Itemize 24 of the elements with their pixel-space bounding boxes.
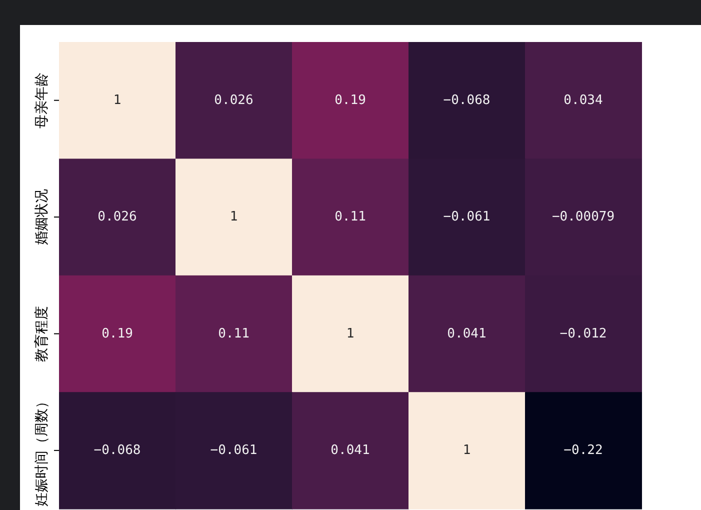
y-tick-label: 教育程度 [33,306,50,362]
data-label: −0.00079 [552,210,615,225]
data-label: 0.026 [214,92,254,108]
y-tick-label: 母亲年龄 [34,72,50,128]
data-label: 0.19 [334,92,366,108]
data-label: 0.11 [218,326,250,342]
data-label: −0.068 [94,442,141,458]
data-label: 0.19 [102,326,133,342]
y-tick-label: 妊娠时间（周数） [34,394,50,506]
data-label: −0.22 [564,442,603,458]
y-tick-label: 婚姻状况 [34,189,50,246]
data-label: 0.026 [98,210,137,225]
data-label: 0.034 [564,92,603,108]
data-label: 0.041 [330,442,370,458]
data-label: 1 [462,442,471,458]
data-label: 1 [113,92,122,108]
data-label: 1 [346,326,354,342]
data-label: −0.061 [210,442,258,458]
data-label: 0.11 [334,210,366,225]
data-label: −0.068 [443,92,490,108]
data-label: 0.041 [447,326,486,342]
data-label: 1 [230,210,238,225]
data-label: −0.012 [560,326,607,342]
data-label: −0.061 [443,210,490,225]
